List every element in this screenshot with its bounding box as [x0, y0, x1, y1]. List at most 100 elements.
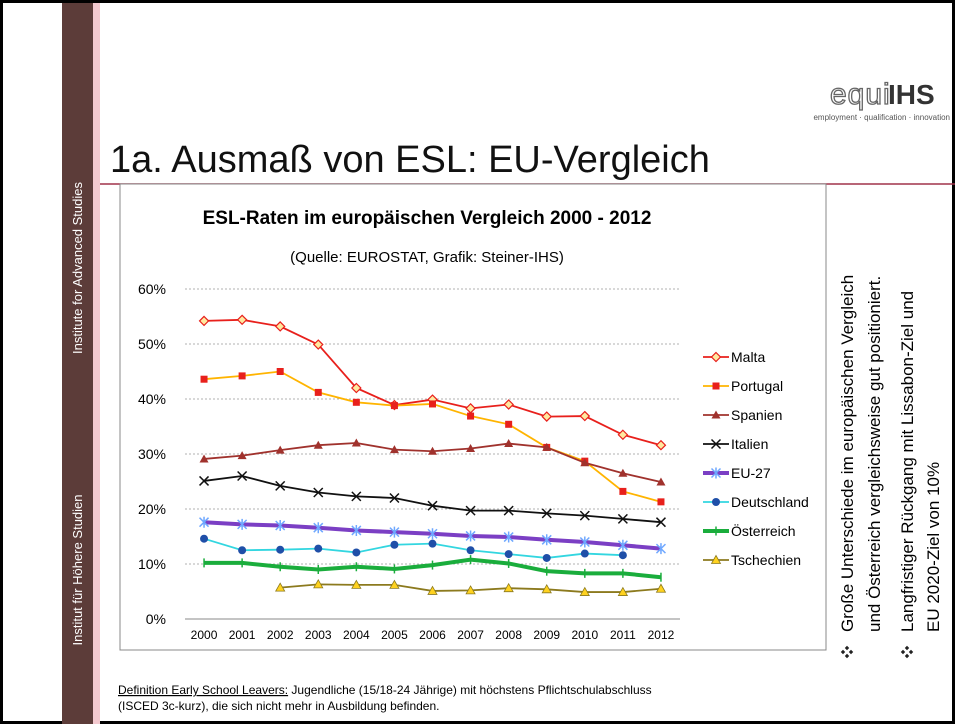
y-tick-label: 20% [138, 501, 166, 517]
marker-shape [428, 539, 437, 548]
marker-shape [503, 505, 514, 516]
marker-shape [237, 470, 248, 482]
marker [200, 534, 209, 543]
bullet-symbol [844, 645, 850, 651]
marker [389, 492, 400, 504]
marker [390, 402, 398, 410]
marker [656, 477, 666, 486]
marker [199, 516, 210, 528]
bullets: Große Unterschiede im europäischen Vergl… [838, 275, 943, 659]
marker [579, 536, 590, 548]
marker [276, 368, 284, 375]
marker-shape [314, 544, 323, 553]
x-tick-label: 2005 [381, 628, 408, 642]
marker [465, 505, 476, 516]
marker-shape [429, 400, 436, 408]
definition: Definition Early School Leavers: Jugendl… [118, 683, 652, 697]
marker [428, 539, 437, 548]
bullet-symbol [904, 645, 910, 651]
marker [313, 487, 324, 498]
marker-shape [275, 480, 286, 491]
x-tick-label: 2004 [343, 628, 370, 642]
marker [237, 451, 247, 460]
marker [352, 548, 361, 557]
marker-shape [655, 543, 666, 555]
marker [275, 480, 286, 491]
marker [389, 526, 400, 538]
marker [313, 440, 323, 449]
legend-label: EU-27 [731, 465, 771, 481]
bullet-line: und Österreich vergleichsweise gut posit… [865, 276, 884, 632]
y-tick-label: 30% [138, 446, 166, 462]
marker [655, 543, 666, 555]
marker [617, 539, 628, 551]
legend-label: Tschechien [731, 552, 801, 568]
marker [503, 399, 515, 410]
marker [505, 420, 513, 428]
x-tick-label: 2009 [533, 628, 560, 642]
marker-shape [276, 545, 285, 554]
bullet-symbol [848, 649, 854, 655]
marker-shape [541, 411, 553, 422]
marker [657, 498, 665, 506]
marker [542, 553, 551, 562]
marker [617, 513, 628, 524]
definition-term: Definition Early School Leavers: [118, 683, 288, 697]
marker [579, 586, 590, 596]
marker [389, 579, 400, 589]
marker-shape [580, 549, 589, 558]
marker-shape [505, 420, 513, 428]
marker [655, 439, 667, 451]
sidebar-stripe [93, 3, 100, 724]
marker [274, 321, 286, 332]
marker-shape [466, 546, 475, 555]
marker-shape [199, 516, 210, 528]
marker [313, 579, 324, 589]
marker-shape [617, 539, 628, 551]
marker-shape [617, 429, 629, 441]
marker [351, 438, 361, 447]
marker-shape [657, 498, 665, 506]
x-tick-label: 2002 [267, 628, 294, 642]
marker [350, 382, 362, 394]
marker [504, 550, 513, 559]
marker [541, 411, 553, 422]
marker-shape [579, 410, 591, 422]
marker [314, 388, 322, 396]
marker-shape [313, 579, 324, 589]
marker-shape [712, 498, 720, 506]
marker-shape [467, 412, 475, 420]
bullet-symbol [844, 653, 850, 659]
marker-shape [238, 546, 247, 555]
chart-title: ESL-Raten im europäischen Vergleich 2000… [203, 208, 652, 229]
marker-shape [427, 500, 438, 511]
marker-shape [198, 315, 210, 327]
y-tick-label: 40% [138, 391, 166, 407]
marker [275, 445, 285, 454]
marker [236, 314, 248, 326]
marker-shape [313, 440, 323, 449]
marker-shape [655, 439, 667, 451]
y-tick-label: 0% [146, 611, 166, 627]
marker-shape [618, 468, 628, 477]
marker-shape [428, 446, 437, 455]
marker [313, 522, 324, 534]
marker-shape [351, 491, 362, 502]
marker-shape [313, 487, 324, 498]
marker [710, 438, 722, 450]
marker [579, 510, 590, 521]
marker [503, 505, 514, 516]
marker [390, 540, 399, 549]
legend-label: Österreich [731, 522, 796, 539]
marker [199, 475, 210, 486]
marker-shape [314, 388, 322, 396]
marker-shape [503, 531, 514, 543]
marker [351, 491, 362, 502]
y-tick-label: 10% [138, 556, 166, 572]
bullet-symbol [840, 649, 846, 655]
marker-shape [237, 518, 248, 530]
sidebar [62, 3, 93, 724]
marker-shape [274, 321, 286, 332]
marker-shape [541, 583, 552, 594]
marker-shape [541, 508, 552, 519]
